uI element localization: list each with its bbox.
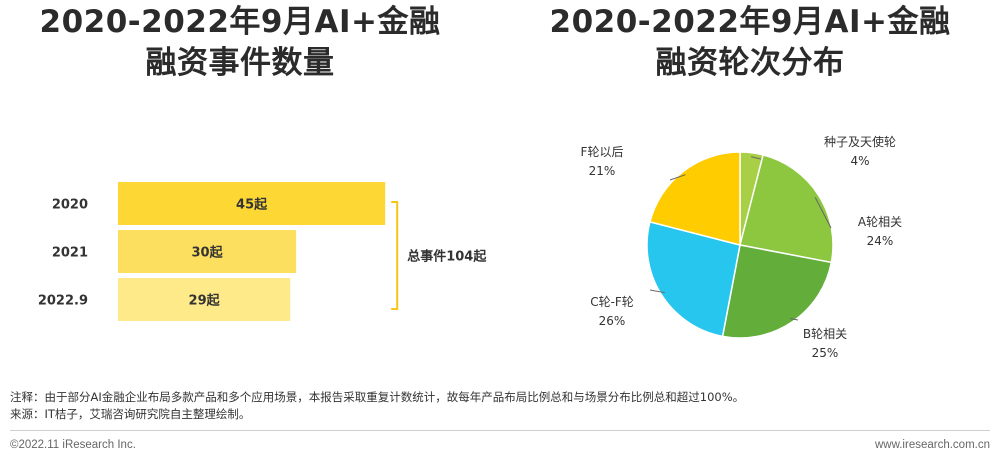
bar-2021	[118, 230, 297, 273]
bar-2022.9	[118, 278, 291, 321]
category-label-2022.9: 2022.9	[38, 294, 88, 309]
pie-chart-title-line-1: 2020-2022年9月AI+金融	[549, 4, 951, 40]
pie-label-0: 种子及天使轮	[824, 134, 896, 149]
pie-label-1: A轮相关	[858, 215, 902, 229]
pie-value-label-0: 4%	[850, 154, 869, 168]
pie-label-3: C轮-F轮	[590, 295, 634, 309]
note-text: 注释：由于部分AI金融企业布局多款产品和多个应用场景，本报告采取重复计数统计，故…	[10, 390, 745, 404]
pie-leader-line-2	[789, 318, 799, 321]
pie-slice-3	[646, 220, 741, 338]
bar-chart-title-line-1: 2020-2022年9月AI+金融	[39, 4, 441, 40]
category-label-2020: 2020	[52, 198, 88, 213]
pie-leader-line-1	[814, 197, 832, 229]
pie-value-label-3: 26%	[599, 314, 626, 328]
pie-label-2: B轮相关	[803, 327, 847, 341]
pie-slice-4	[649, 151, 741, 246]
source-text: 来源：IT桔子，艾瑞咨询研究院自主整理绘制。	[10, 407, 251, 421]
total-annotation: 总事件104起	[407, 249, 487, 265]
pie-value-label-4: 21%	[589, 164, 616, 178]
bar-chart: 2020 45起 2021 30起 2022.9 29起 总事件104起	[38, 182, 487, 321]
pie-leader-line-3	[649, 289, 665, 294]
pie-chart: 种子及天使轮 4% A轮相关 24% B轮相关 25% C轮-F轮 26% F轮以后 21%	[581, 134, 903, 360]
bar-value-label-2021: 30起	[192, 245, 224, 261]
bar-chart-title-line-2: 融资事件数量	[145, 45, 335, 81]
pie-value-label-1: 24%	[867, 234, 894, 248]
pie-slice-1	[739, 154, 834, 264]
total-bracket	[391, 201, 399, 310]
website-text: www.iresearch.com.cn	[874, 439, 990, 451]
bar-2020	[118, 182, 386, 225]
bar-value-label-2020: 45起	[236, 197, 268, 213]
pie-leader-line-4	[669, 174, 686, 181]
bar-chart-title: 2020-2022年9月AI+金融 融资事件数量	[20, 2, 460, 84]
pie-chart-title-line-2: 融资轮次分布	[655, 45, 845, 81]
pie-chart-title: 2020-2022年9月AI+金融 融资轮次分布	[520, 2, 980, 84]
pie-label-4: F轮以后	[581, 145, 624, 159]
footer-divider	[10, 430, 990, 431]
pie-slice-2	[721, 244, 833, 339]
pie-value-label-2: 25%	[812, 346, 839, 360]
category-label-2021: 2021	[52, 246, 88, 261]
copyright-text: ©2022.11 iResearch Inc.	[10, 439, 136, 451]
bar-value-label-2022.9: 29起	[189, 293, 221, 309]
